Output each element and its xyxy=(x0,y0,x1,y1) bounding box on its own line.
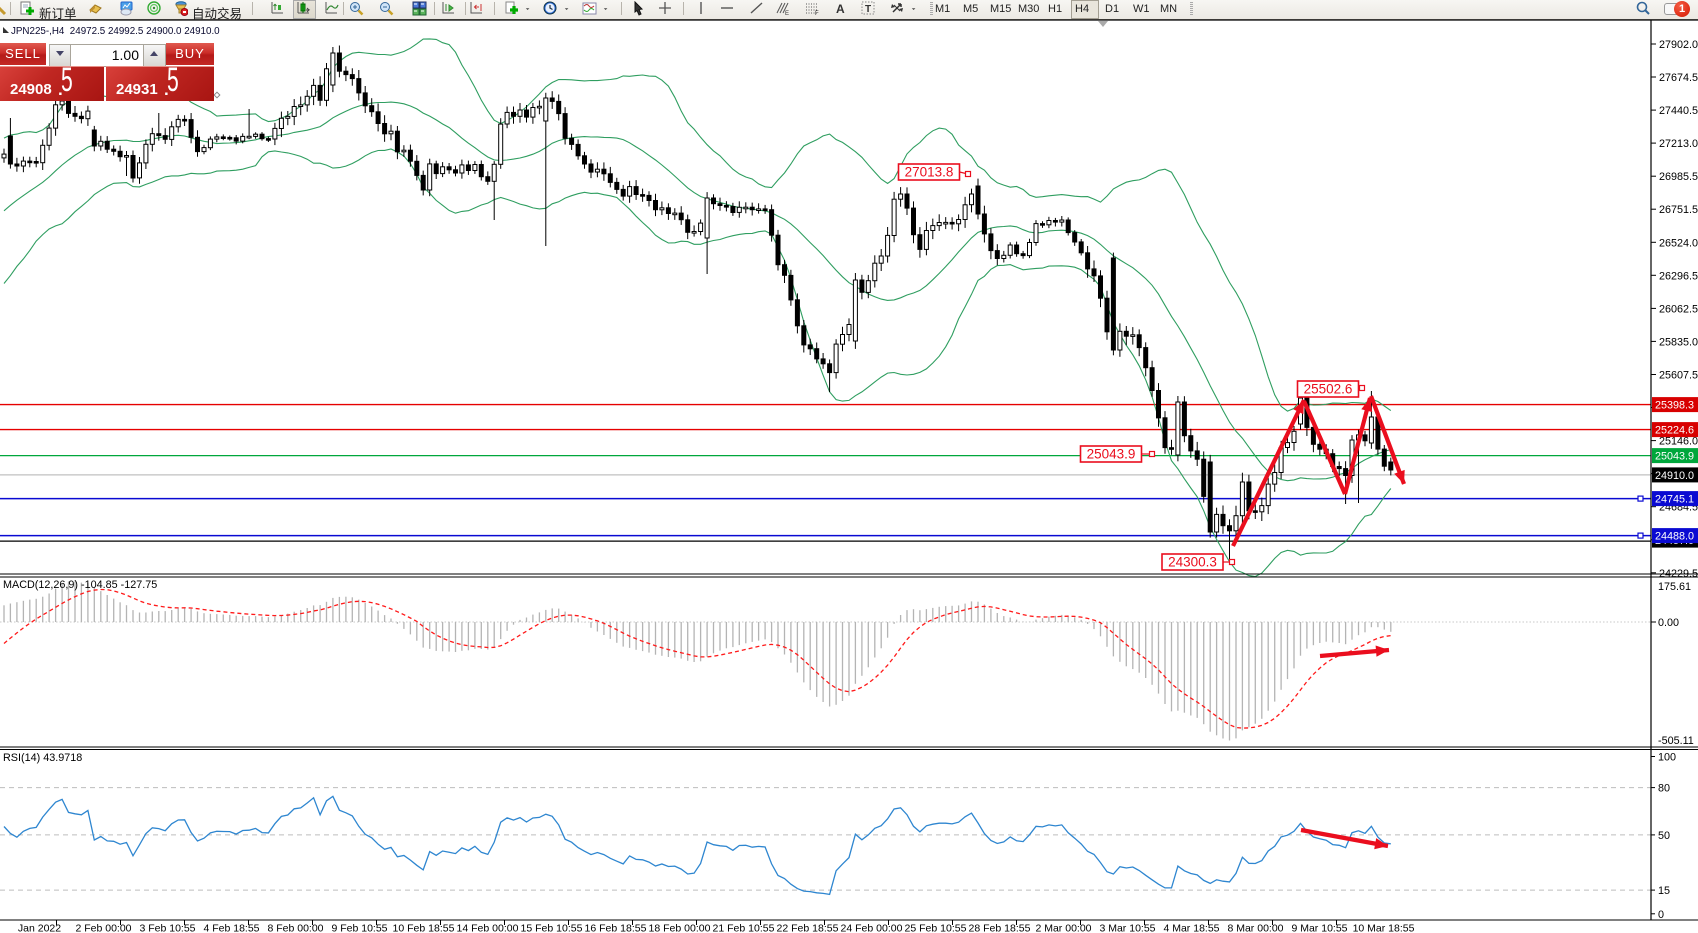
svg-text:25 Feb 10:55: 25 Feb 10:55 xyxy=(905,923,967,933)
svg-text:2 Feb 00:00: 2 Feb 00:00 xyxy=(75,923,131,933)
svg-text:24488.0: 24488.0 xyxy=(1655,531,1694,543)
svg-text:24745.1: 24745.1 xyxy=(1655,494,1694,506)
svg-text:2 Mar 00:00: 2 Mar 00:00 xyxy=(1035,923,1091,933)
svg-text:27674.5: 27674.5 xyxy=(1659,72,1698,84)
svg-text:-505.11: -505.11 xyxy=(1658,735,1694,747)
svg-text:175.61: 175.61 xyxy=(1658,581,1691,593)
svg-text:25043.9: 25043.9 xyxy=(1087,447,1136,462)
svg-text:24 Feb 00:00: 24 Feb 00:00 xyxy=(841,923,903,933)
svg-text:27013.8: 27013.8 xyxy=(905,165,954,180)
svg-text:27902.0: 27902.0 xyxy=(1659,39,1698,51)
svg-text:3 Feb 10:55: 3 Feb 10:55 xyxy=(139,923,195,933)
svg-text:25607.5: 25607.5 xyxy=(1659,370,1698,382)
svg-text:0: 0 xyxy=(1658,909,1664,921)
svg-text:26524.0: 26524.0 xyxy=(1659,237,1698,249)
svg-text:T: T xyxy=(865,4,871,15)
svg-text:26062.5: 26062.5 xyxy=(1659,303,1698,315)
svg-text:100: 100 xyxy=(1658,752,1676,764)
svg-text:25835.0: 25835.0 xyxy=(1659,336,1698,348)
svg-text:24229.5: 24229.5 xyxy=(1659,568,1698,580)
svg-text:15: 15 xyxy=(1658,885,1670,897)
svg-text:MACD(12,26,9) -104.85 -127.75: MACD(12,26,9) -104.85 -127.75 xyxy=(3,579,157,591)
svg-text:24300.3: 24300.3 xyxy=(1168,555,1217,570)
svg-text:16 Feb 18:55: 16 Feb 18:55 xyxy=(585,923,647,933)
svg-text:3 Mar 10:55: 3 Mar 10:55 xyxy=(1099,923,1155,933)
svg-text:25224.6: 25224.6 xyxy=(1655,425,1694,437)
svg-text:25146.0: 25146.0 xyxy=(1659,436,1698,448)
svg-text:25502.6: 25502.6 xyxy=(1304,382,1353,397)
svg-text:0.00: 0.00 xyxy=(1658,617,1679,629)
svg-text:JPN225-,H4 24972.5 24992.5 24: JPN225-,H4 24972.5 24992.5 24900.0 24910… xyxy=(11,26,220,37)
svg-text:4 Mar 18:55: 4 Mar 18:55 xyxy=(1163,923,1219,933)
svg-text:F: F xyxy=(815,11,819,16)
svg-text:E: E xyxy=(785,11,789,16)
svg-text:26985.5: 26985.5 xyxy=(1659,171,1698,183)
svg-text:18 Feb 00:00: 18 Feb 00:00 xyxy=(649,923,711,933)
svg-text:9 Mar 10:55: 9 Mar 10:55 xyxy=(1291,923,1347,933)
svg-text:27213.0: 27213.0 xyxy=(1659,138,1698,150)
svg-text:24910.0: 24910.0 xyxy=(1655,470,1694,482)
svg-text:10 Feb 18:55: 10 Feb 18:55 xyxy=(393,923,455,933)
svg-text:8 Feb 00:00: 8 Feb 00:00 xyxy=(267,923,323,933)
svg-text:21 Feb 10:55: 21 Feb 10:55 xyxy=(713,923,775,933)
svg-text:26296.5: 26296.5 xyxy=(1659,270,1698,282)
svg-text:28 Feb 18:55: 28 Feb 18:55 xyxy=(969,923,1031,933)
svg-text:25043.9: 25043.9 xyxy=(1655,451,1694,463)
svg-text:27440.5: 27440.5 xyxy=(1659,105,1698,117)
svg-text:8 Mar 00:00: 8 Mar 00:00 xyxy=(1227,923,1283,933)
svg-text:14 Feb 00:00: 14 Feb 00:00 xyxy=(457,923,519,933)
svg-text:26751.5: 26751.5 xyxy=(1659,204,1698,216)
svg-text:25398.3: 25398.3 xyxy=(1655,400,1694,412)
svg-text:10 Mar 18:55: 10 Mar 18:55 xyxy=(1353,923,1415,933)
svg-text:15 Feb 10:55: 15 Feb 10:55 xyxy=(521,923,583,933)
svg-text:RSI(14) 43.9718: RSI(14) 43.9718 xyxy=(3,752,82,764)
svg-text:Jan 2022: Jan 2022 xyxy=(18,923,61,933)
svg-text:22 Feb 18:55: 22 Feb 18:55 xyxy=(777,923,839,933)
svg-text:50: 50 xyxy=(1658,830,1670,842)
svg-text:4 Feb 18:55: 4 Feb 18:55 xyxy=(203,923,259,933)
svg-text:80: 80 xyxy=(1658,783,1670,795)
svg-text:9 Feb 10:55: 9 Feb 10:55 xyxy=(331,923,387,933)
